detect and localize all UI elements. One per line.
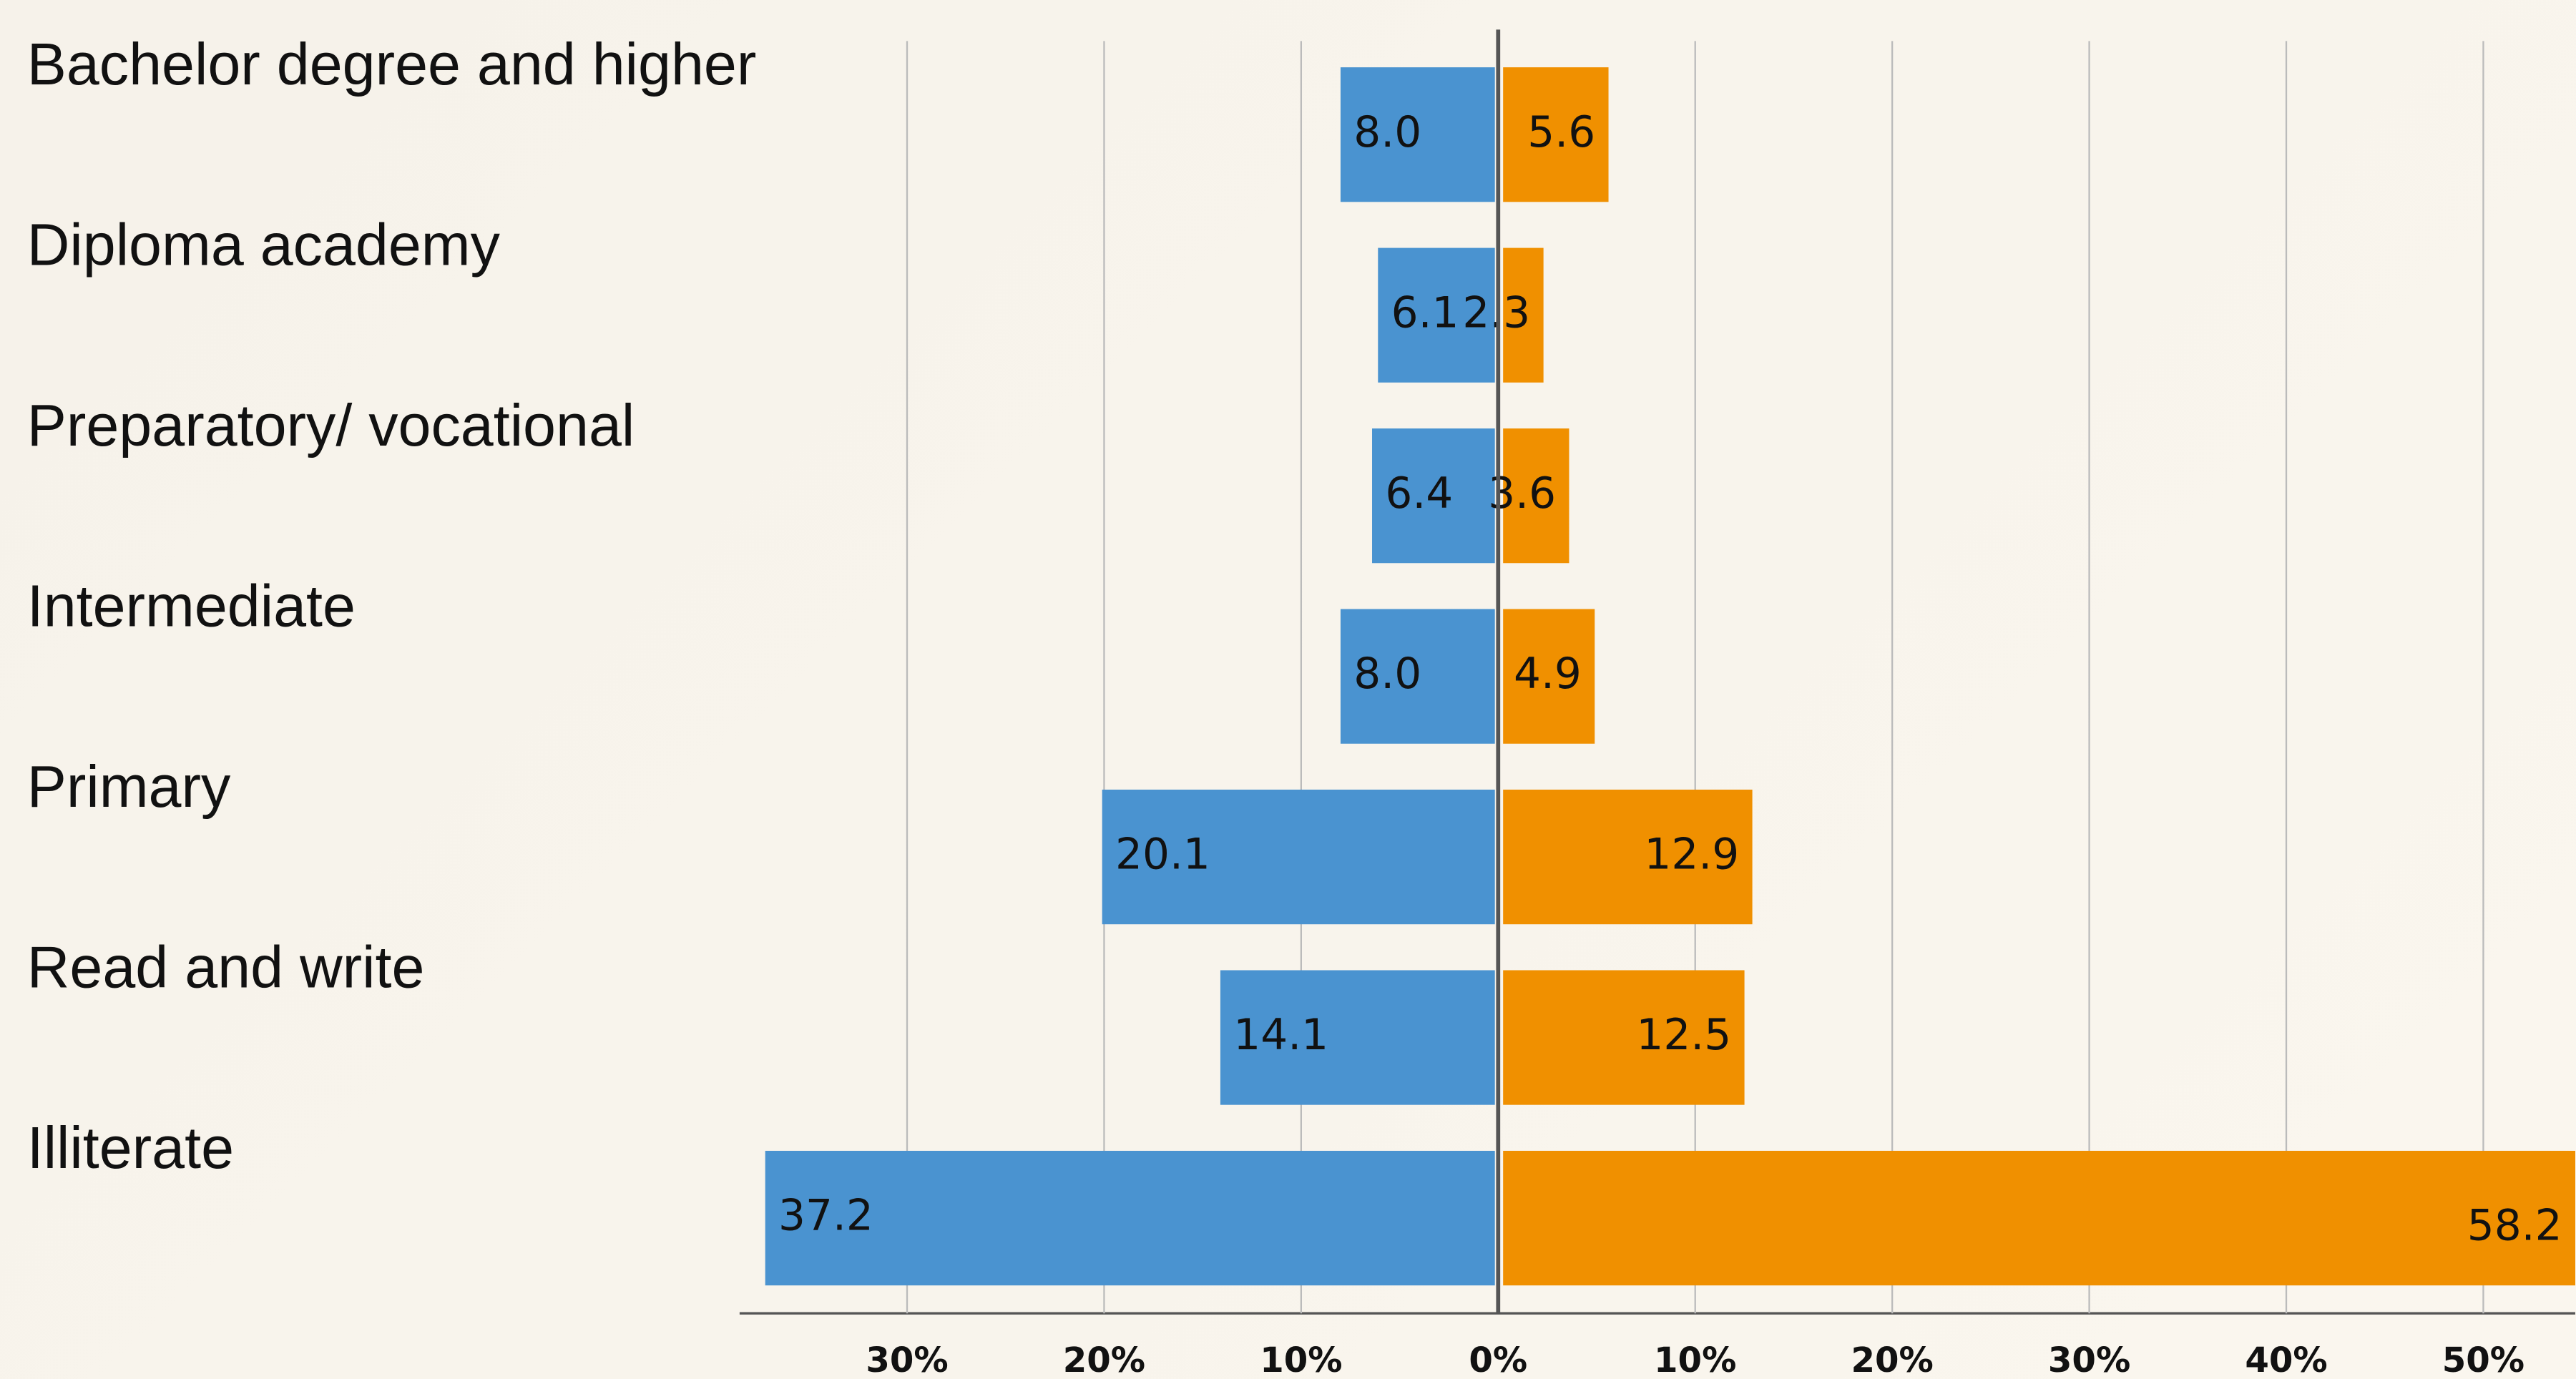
value-label: 4.9 — [1514, 649, 1582, 699]
category-label: Preparatory/ vocational — [27, 392, 635, 458]
value-label: 58.2 — [2467, 1201, 2562, 1250]
value-label: 6.4 — [1385, 469, 1453, 519]
bar — [1340, 67, 1495, 202]
x-tick-label: 50% — [2442, 1340, 2524, 1379]
bar — [765, 1150, 1495, 1286]
x-tick-label: 20% — [1063, 1340, 1145, 1379]
value-label: 14.1 — [1233, 1011, 1328, 1060]
bar — [1372, 428, 1495, 564]
category-label: Illiterate — [27, 1114, 234, 1181]
x-tick-label: 30% — [866, 1340, 948, 1379]
value-label: 6.1 — [1391, 288, 1459, 338]
bar — [1503, 609, 1595, 744]
x-tick-label: 10% — [1260, 1340, 1342, 1379]
value-label: 5.6 — [1527, 108, 1595, 157]
value-label: 12.9 — [1644, 830, 1739, 880]
x-tick-label: 40% — [2245, 1340, 2327, 1379]
bar — [1340, 609, 1495, 744]
bar — [1102, 790, 1495, 925]
value-label: 8.0 — [1353, 649, 1421, 699]
bar — [1503, 970, 1745, 1105]
category-label: Primary — [27, 753, 231, 820]
bar — [1503, 247, 1544, 383]
bar — [1503, 428, 1569, 564]
value-label: 12.5 — [1636, 1011, 1731, 1060]
value-label: 37.2 — [778, 1192, 873, 1241]
x-tick-label: 10% — [1654, 1340, 1736, 1379]
category-label: Read and write — [27, 934, 425, 1001]
category-label: Intermediate — [27, 573, 356, 639]
x-tick-label: 30% — [2048, 1340, 2130, 1379]
category-label: Bachelor degree and higher — [27, 31, 757, 97]
bar — [1503, 67, 1609, 202]
bar — [1503, 790, 1753, 925]
value-label: 8.0 — [1353, 108, 1421, 157]
value-label: 20.1 — [1115, 830, 1210, 880]
bar — [1378, 247, 1495, 383]
x-tick-label: 20% — [1851, 1340, 1933, 1379]
bar — [1220, 970, 1495, 1105]
category-label: Diploma academy — [27, 212, 501, 278]
bar — [1503, 1150, 2575, 1286]
x-tick-label: 0% — [1469, 1340, 1527, 1379]
